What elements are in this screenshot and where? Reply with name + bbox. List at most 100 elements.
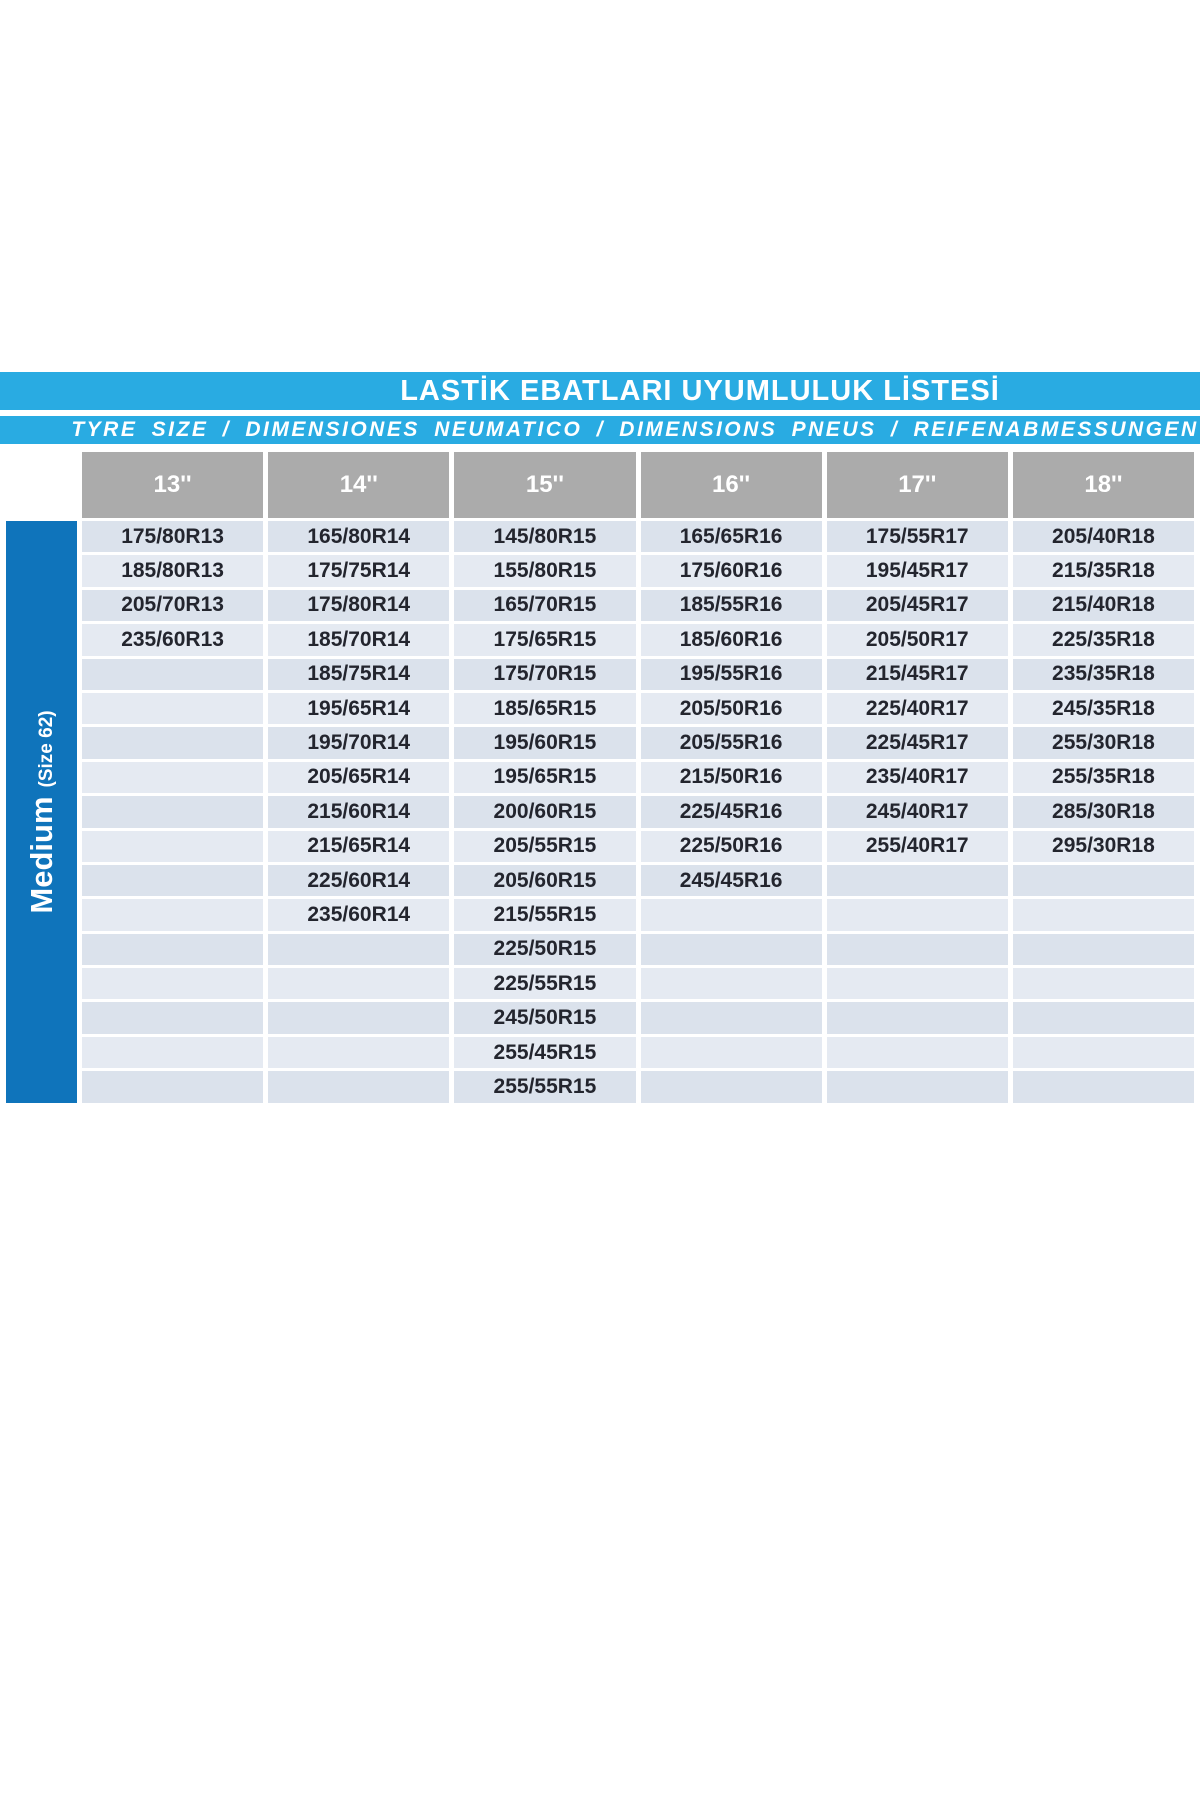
tyre-size-cell (82, 1002, 264, 1034)
tyre-size-cell: 195/70R14 (268, 727, 450, 759)
tyre-size-cell: 205/70R13 (82, 589, 264, 622)
tyre-size-cell: 215/35R18 (1012, 555, 1194, 587)
tyre-size-cell: 185/70R14 (268, 624, 450, 656)
tyre-size-cell (826, 968, 1008, 1000)
tyre-size-cell (826, 933, 1008, 966)
tyre-size-cell: 195/65R15 (454, 761, 636, 794)
tyre-size-cell (826, 1002, 1008, 1034)
size-table: Medium (Size 62) 13'' 14'' 15'' 16'' 17'' 18'… (6, 452, 1194, 1103)
tyre-size-cell (640, 899, 822, 931)
tyre-size-cell (826, 864, 1008, 897)
tyre-size-cell (826, 1071, 1008, 1103)
tyre-size-cell: 225/40R17 (826, 692, 1008, 725)
tyre-size-cell: 245/40R17 (826, 796, 1008, 828)
tyre-size-cell: 255/30R18 (1012, 727, 1194, 759)
tyre-size-cell (82, 796, 264, 828)
tyre-size-cell (640, 1036, 822, 1069)
tyre-size-cell: 175/60R16 (640, 555, 822, 587)
tyre-size-cell: 235/60R13 (82, 624, 264, 656)
tyre-size-cell: 215/60R14 (268, 796, 450, 828)
tyre-size-cell: 200/60R15 (454, 796, 636, 828)
tyre-size-cell: 245/45R16 (640, 864, 822, 897)
tyre-size-cell (1012, 968, 1194, 1000)
tyre-size-cell: 255/35R18 (1012, 761, 1194, 794)
tyre-size-cell: 225/35R18 (1012, 624, 1194, 656)
tyre-size-cell (82, 899, 264, 931)
tyre-size-cell: 215/45R17 (826, 658, 1008, 690)
tyre-size-cell: 175/70R15 (454, 658, 636, 690)
tyre-size-cell: 205/60R15 (454, 864, 636, 897)
tyre-size-cell: 215/50R16 (640, 761, 822, 794)
tyre-size-cell: 235/40R17 (826, 761, 1008, 794)
tyre-size-cell (82, 1036, 264, 1069)
tyre-size-cell (268, 968, 450, 1000)
tyre-size-cell: 235/60R14 (268, 899, 450, 931)
tyre-size-cell: 155/80R15 (454, 555, 636, 587)
tyre-size-cell: 185/65R15 (454, 692, 636, 725)
tyre-size-cell: 205/50R17 (826, 624, 1008, 656)
tyre-size-cell: 175/80R13 (82, 521, 264, 553)
tyre-size-cell (640, 1002, 822, 1034)
tyre-size-cell: 225/50R16 (640, 830, 822, 862)
side-label-bar: Medium (Size 62) (6, 521, 77, 1103)
subtitle: TYRE SIZE / DIMENSIONES NEUMATICO / DIME… (0, 416, 1200, 444)
tyre-size-cell (1012, 1071, 1194, 1103)
tyre-size-cell: 225/55R15 (454, 968, 636, 1000)
tyre-size-cell: 175/80R14 (268, 589, 450, 622)
column-header-13: 13'' (82, 452, 264, 518)
tyre-size-cell: 165/65R16 (640, 521, 822, 553)
tyre-size-cell: 215/40R18 (1012, 589, 1194, 622)
tyre-size-cell (268, 933, 450, 966)
tyre-size-cell (640, 1071, 822, 1103)
tyre-size-cell: 205/45R17 (826, 589, 1008, 622)
tyre-size-cell: 175/55R17 (826, 521, 1008, 553)
tyre-size-cell (268, 1071, 450, 1103)
tyre-size-cell: 245/35R18 (1012, 692, 1194, 725)
tyre-size-cell: 225/45R17 (826, 727, 1008, 759)
tyre-size-cell: 215/65R14 (268, 830, 450, 862)
tyre-size-cell: 225/60R14 (268, 864, 450, 897)
side-label-text: Medium (Size 62) (24, 710, 60, 913)
column-header-16: 16'' (640, 452, 822, 518)
tyre-size-cell: 255/55R15 (454, 1071, 636, 1103)
tyre-size-cell (82, 830, 264, 862)
page-title: LASTİK EBATLARI UYUMLULUK LİSTESİ (0, 372, 1200, 410)
tyre-size-cell: 205/40R18 (1012, 521, 1194, 553)
column-header-17: 17'' (826, 452, 1008, 518)
column-header-14: 14'' (268, 452, 450, 518)
tyre-size-cell: 195/65R14 (268, 692, 450, 725)
side-label-main: Medium (23, 796, 59, 914)
tyre-size-cell: 225/45R16 (640, 796, 822, 828)
tyre-size-cell (82, 658, 264, 690)
tyre-size-cell: 225/50R15 (454, 933, 636, 966)
tyre-size-cell: 215/55R15 (454, 899, 636, 931)
tyre-size-cell: 175/75R14 (268, 555, 450, 587)
tyre-size-cell: 205/65R14 (268, 761, 450, 794)
tyre-size-cell: 185/60R16 (640, 624, 822, 656)
tyre-size-cell (82, 727, 264, 759)
tyre-size-cell: 245/50R15 (454, 1002, 636, 1034)
tyre-size-cell (1012, 933, 1194, 966)
tyre-size-cell (640, 933, 822, 966)
column-header-15: 15'' (454, 452, 636, 518)
tyre-size-cell: 255/40R17 (826, 830, 1008, 862)
tyre-size-cell: 205/55R16 (640, 727, 822, 759)
tyre-size-cell: 205/50R16 (640, 692, 822, 725)
tyre-size-cell (82, 761, 264, 794)
tyre-size-cell: 185/55R16 (640, 589, 822, 622)
tyre-size-cell: 185/75R14 (268, 658, 450, 690)
tyre-size-cell (82, 968, 264, 1000)
tyre-size-cell (1012, 1002, 1194, 1034)
tyre-size-cell: 145/80R15 (454, 521, 636, 553)
tyre-size-cell (268, 1002, 450, 1034)
tyre-size-cell (640, 968, 822, 1000)
tyre-size-cell (268, 1036, 450, 1069)
tyre-size-cell: 175/65R15 (454, 624, 636, 656)
tyre-size-cell: 235/35R18 (1012, 658, 1194, 690)
tyre-size-cell (826, 1036, 1008, 1069)
tyre-size-cell: 185/80R13 (82, 555, 264, 587)
tyre-size-cell (1012, 1036, 1194, 1069)
tyre-size-cell (82, 1071, 264, 1103)
tyre-size-cell: 205/55R15 (454, 830, 636, 862)
